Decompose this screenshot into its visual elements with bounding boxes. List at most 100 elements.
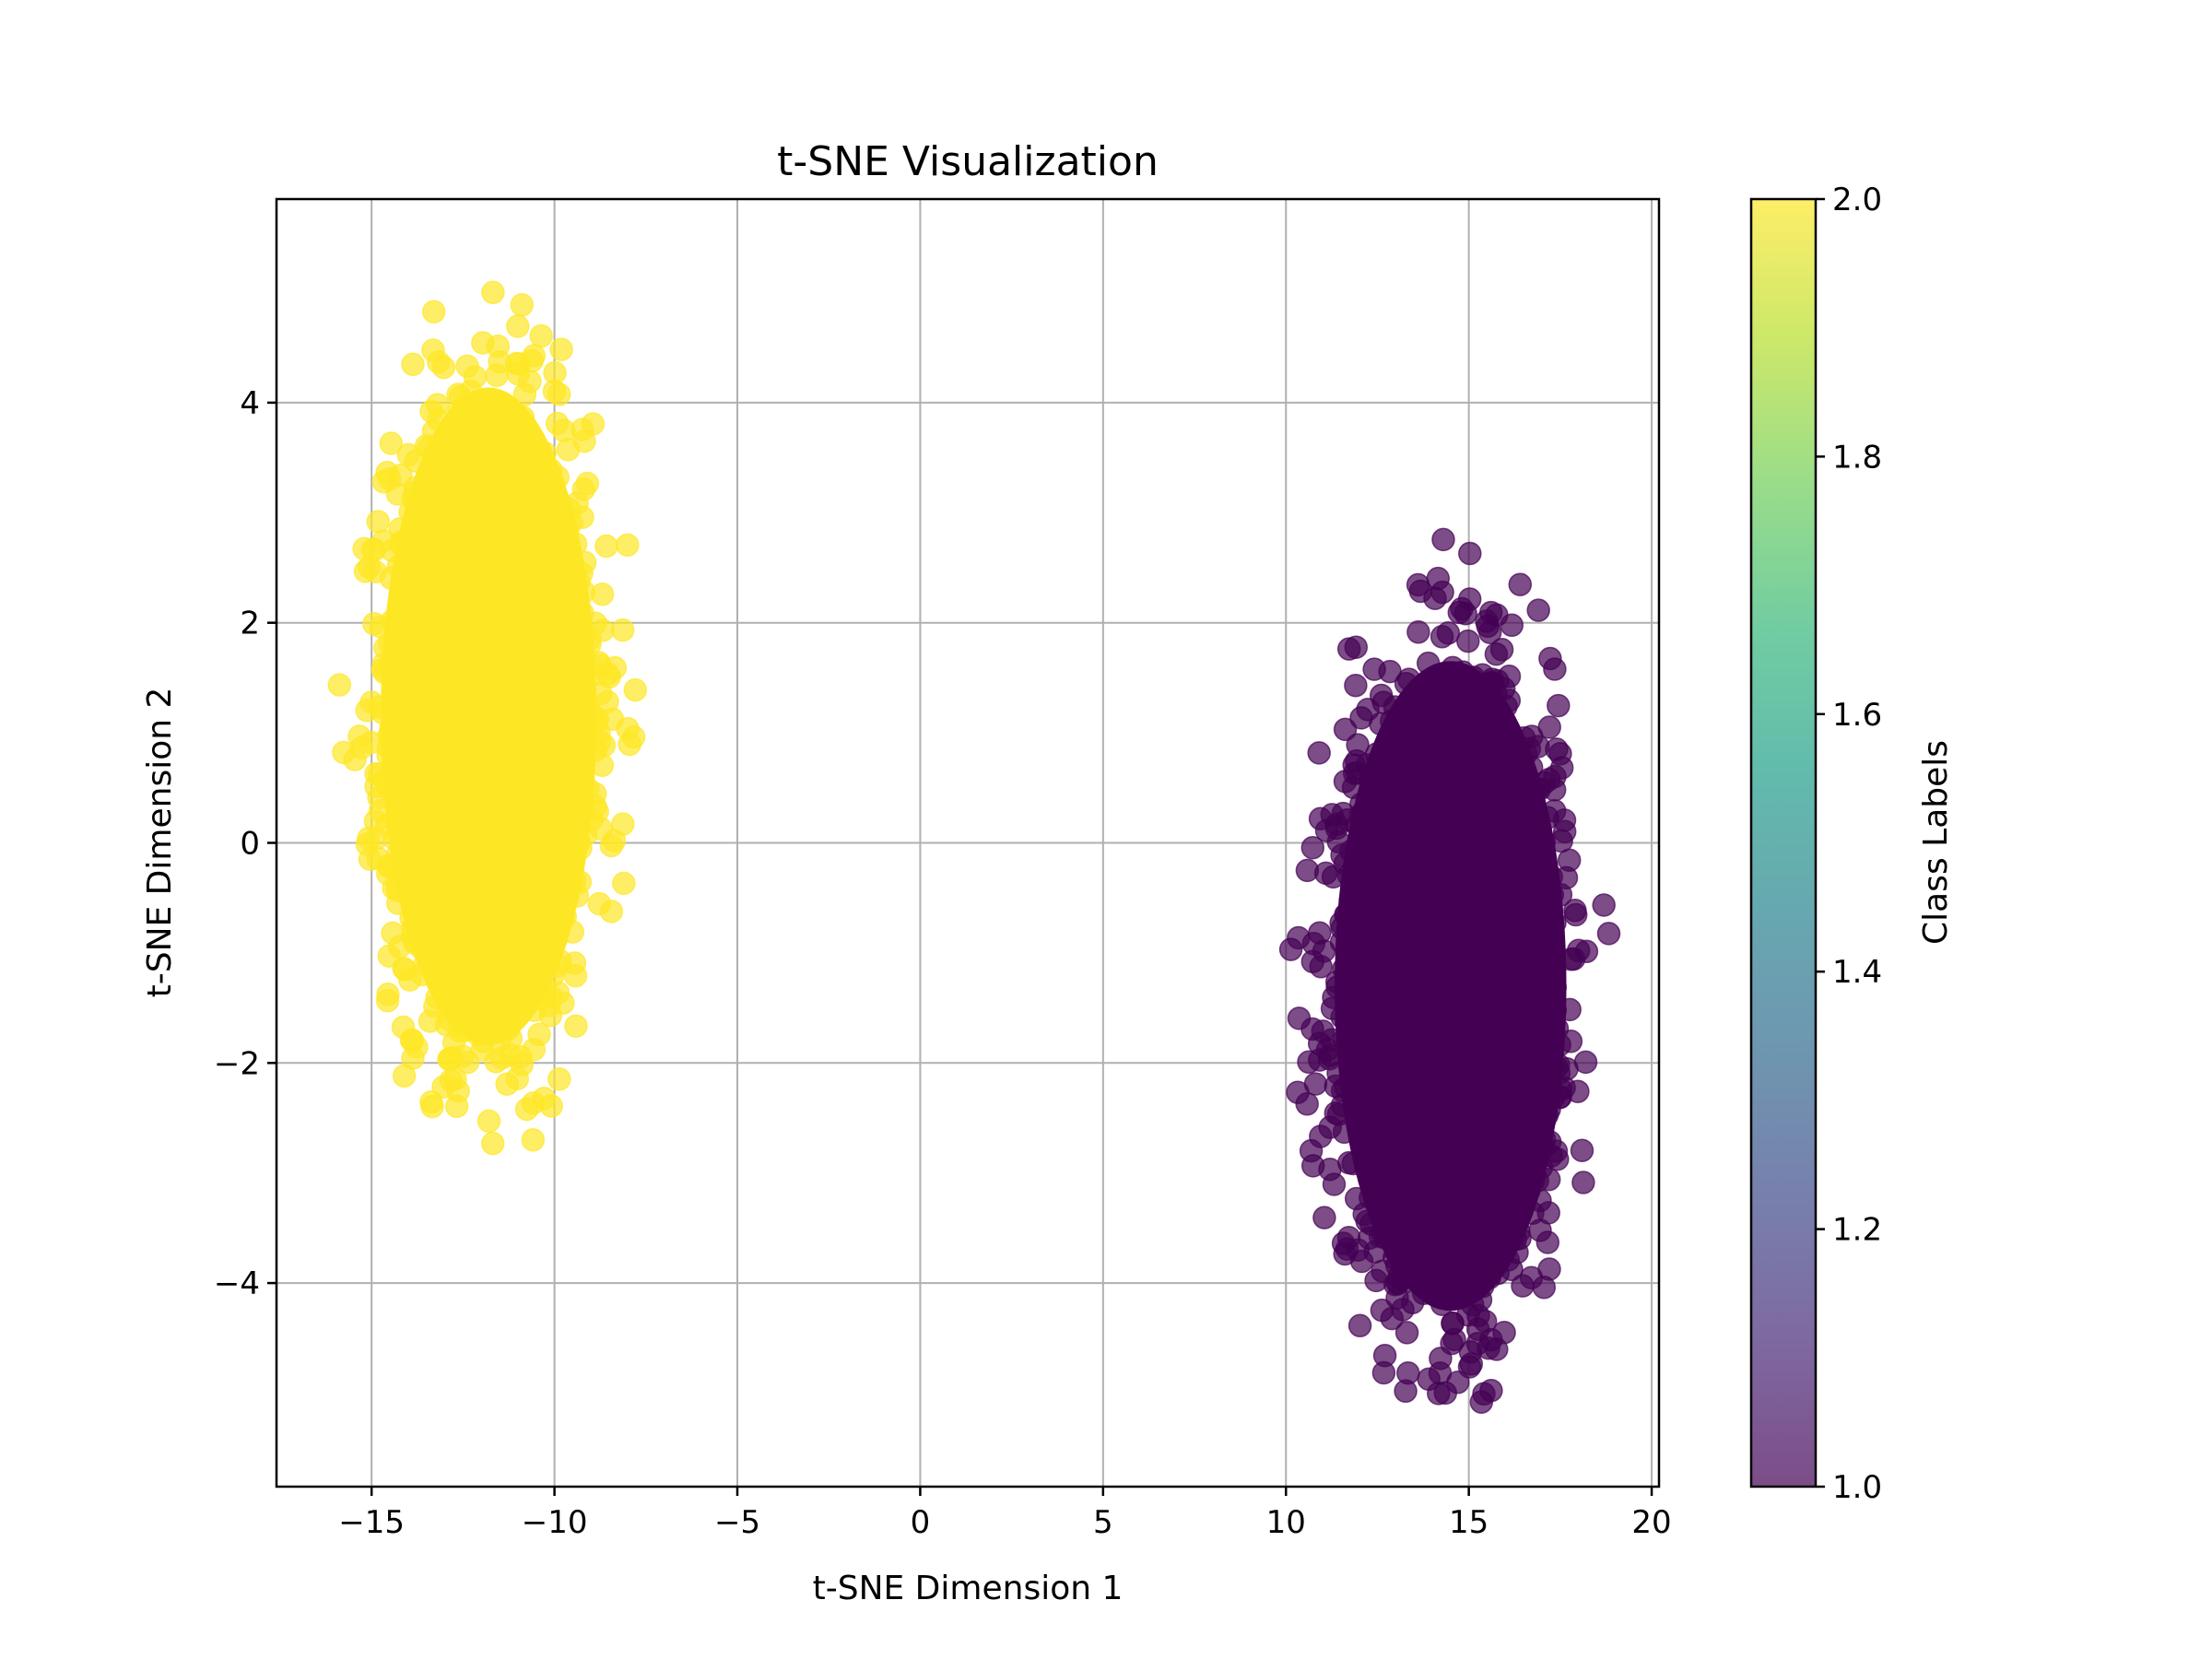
scatter-point [1500, 613, 1524, 638]
scatter-point [1450, 596, 1474, 621]
scatter-point [1315, 1038, 1340, 1062]
scatter-point [421, 300, 446, 324]
scatter-point [514, 1097, 539, 1122]
scatter-point [1536, 1201, 1560, 1225]
scatter-point [510, 293, 535, 317]
scatter-point [1592, 893, 1616, 917]
scatter-point [623, 677, 648, 702]
chart-title: t-SNE Visualization [777, 138, 1159, 185]
scatter-point [1436, 621, 1461, 645]
scatter-point [1356, 698, 1380, 722]
x-tick-label: −10 [522, 1504, 588, 1541]
scatter-point [591, 618, 615, 642]
y-tick-label: −4 [214, 1265, 260, 1302]
scatter-point [1526, 598, 1550, 622]
scatter-point [486, 334, 511, 359]
scatter-point [1537, 1257, 1561, 1281]
x-tick-label: −5 [714, 1504, 760, 1541]
scatter-point [1394, 1379, 1418, 1404]
scatter-point [421, 338, 445, 362]
scatter-point [1406, 620, 1430, 644]
scatter-point [1456, 629, 1480, 653]
scatter-point [1417, 1367, 1441, 1392]
scatter-point [1489, 638, 1514, 662]
scatter-point [1547, 693, 1571, 718]
scatter-point [1307, 741, 1331, 765]
scatter-point [521, 1127, 546, 1152]
scatter-point [371, 469, 396, 494]
scatter-point [1313, 861, 1338, 886]
scatter-point [1596, 922, 1621, 946]
scatter-point [419, 1089, 443, 1114]
scatter-point [563, 963, 588, 988]
scatter-point [1429, 1347, 1453, 1371]
y-tick-label: −2 [214, 1045, 260, 1082]
scatter-point [393, 958, 418, 982]
scatter-point [1333, 717, 1358, 742]
scatter-point [1431, 527, 1455, 552]
scatter-point [1297, 1050, 1321, 1075]
scatter-point [529, 324, 553, 348]
scatter-point [1312, 1206, 1336, 1230]
y-tick-label: 0 [240, 826, 260, 863]
scatter-point [1370, 1298, 1394, 1323]
scatter-point [1543, 657, 1567, 681]
scatter-point [551, 418, 576, 442]
scatter-point [1372, 1343, 1397, 1368]
scatter-point [375, 988, 400, 1013]
scatter-point [1472, 1382, 1496, 1406]
scatter-point [495, 1072, 519, 1096]
scatter-point [1458, 1340, 1483, 1364]
x-tick-label: 10 [1266, 1504, 1306, 1541]
scatter-point [1362, 657, 1386, 681]
scatter-point [542, 379, 567, 404]
scatter-point [451, 1044, 475, 1068]
scatter-point [1345, 748, 1369, 773]
scatter-point [1552, 808, 1577, 832]
scatter-point [477, 1109, 501, 1134]
scatter-point [332, 740, 356, 765]
scatter-point [1465, 1317, 1490, 1342]
x-tick-label: 0 [911, 1504, 931, 1541]
scatter-point [1433, 1381, 1458, 1406]
scatter-point [481, 280, 505, 305]
scatter-point [347, 724, 371, 748]
scatter-point [1571, 1171, 1595, 1194]
scatter-point [599, 900, 624, 924]
scatter-point [547, 1067, 571, 1091]
scatter-point [1458, 541, 1482, 566]
scatter-point [1441, 1312, 1465, 1335]
cluster-core [1335, 661, 1567, 1312]
scatter-point [1286, 1080, 1310, 1104]
scatter-point [455, 354, 479, 378]
scatter-point [616, 533, 640, 558]
scatter-point [425, 393, 450, 417]
scatter-point [1563, 902, 1588, 927]
scatter-point [1570, 1138, 1594, 1162]
scatter-point [1508, 572, 1533, 596]
x-axis-ticks: −15 −10 −5 0 5 10 15 20 [338, 1487, 1672, 1541]
scatter-point [594, 534, 618, 559]
scatter-point [1364, 1268, 1388, 1293]
scatter-point [612, 871, 636, 896]
scatter-point [506, 314, 530, 338]
scatter-point [405, 1035, 429, 1059]
scatter-point [1537, 715, 1561, 739]
scatter-point [1287, 1006, 1312, 1030]
scatter-point [327, 673, 352, 697]
scatter-point [446, 1078, 470, 1103]
scatter-point [532, 1087, 556, 1111]
scatter-point [1394, 1321, 1419, 1345]
scatter-point [572, 429, 596, 453]
scatter-point [392, 1064, 417, 1088]
scatter-point [564, 1014, 588, 1038]
scatter-point [431, 355, 456, 380]
scatter-point [610, 618, 635, 642]
scatter-point [377, 944, 402, 968]
scatter-point [507, 352, 531, 376]
scatter-point [1573, 1050, 1598, 1075]
scatter-point [401, 352, 425, 377]
scatter-point [1344, 635, 1369, 659]
